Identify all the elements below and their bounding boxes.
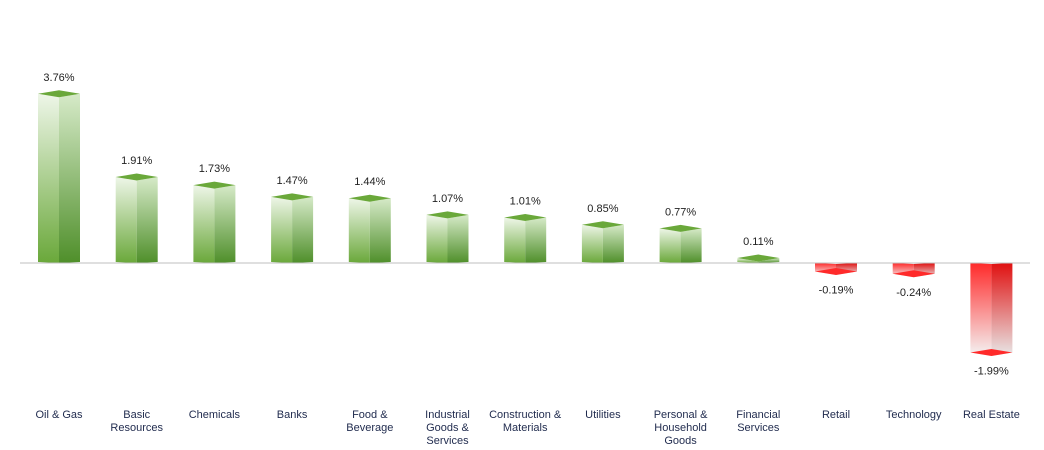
category-label: Financial Services <box>736 409 781 434</box>
category-label: Personal & Household Goods <box>653 409 708 447</box>
bar <box>348 194 391 263</box>
value-label: 1.01% <box>510 196 541 208</box>
bar <box>815 263 857 276</box>
value-label: 1.47% <box>276 175 307 187</box>
category-label: Construction & Materials <box>489 409 562 434</box>
value-label: 0.77% <box>665 206 696 218</box>
bars-group <box>38 90 1013 357</box>
value-label: 0.11% <box>743 236 774 248</box>
bar <box>892 263 935 278</box>
bar <box>737 254 780 263</box>
bar <box>504 214 547 263</box>
category-label: Real Estate <box>962 409 1020 421</box>
value-label: 1.91% <box>121 155 152 167</box>
value-label: 0.85% <box>587 203 618 215</box>
value-label: 3.76% <box>43 72 74 84</box>
value-label: 1.73% <box>199 163 230 175</box>
category-label: Chemicals <box>188 409 241 421</box>
category-label: Food & Beverage <box>346 409 394 434</box>
bar <box>970 263 1013 357</box>
category-label: Industrial Goods & Services <box>425 409 470 447</box>
value-labels-group: 3.76% 1.91% 1.73% 1.47% 1.44% 1.07% 1.01% 0.85%… <box>43 72 1009 378</box>
category-label: Oil & Gas <box>35 409 83 421</box>
bar <box>426 211 469 263</box>
bar <box>38 90 80 263</box>
category-label: Basic Resources <box>110 409 163 434</box>
bar <box>659 224 702 263</box>
category-label: Utilities <box>585 409 621 421</box>
value-label: -1.99% <box>974 366 1009 378</box>
category-label: Technology <box>885 409 942 421</box>
bar <box>115 173 158 263</box>
bar <box>581 221 624 263</box>
category-label: Banks <box>276 409 308 421</box>
value-label: -0.24% <box>896 287 931 299</box>
value-label: 1.07% <box>432 193 463 205</box>
value-label: -0.19% <box>819 285 854 297</box>
bar <box>271 193 314 263</box>
value-label: 1.44% <box>354 176 385 188</box>
bar <box>193 181 236 263</box>
category-label: Retail <box>821 409 851 421</box>
